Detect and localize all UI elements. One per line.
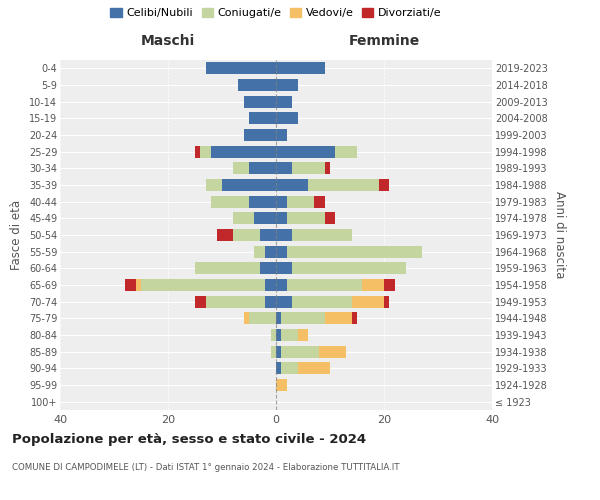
Bar <box>287 279 362 291</box>
Text: COMUNE DI CAMPODIMELE (LT) - Dati ISTAT 1° gennaio 2024 - Elaborazione TUTTITALI: COMUNE DI CAMPODIMELE (LT) - Dati ISTAT … <box>12 462 400 471</box>
Bar <box>276 329 281 341</box>
Bar <box>195 146 200 158</box>
Bar <box>276 179 308 191</box>
Bar <box>292 229 352 241</box>
Bar <box>200 146 211 158</box>
Bar <box>265 246 276 258</box>
Bar <box>244 312 249 324</box>
Bar <box>276 112 298 124</box>
Bar <box>352 312 357 324</box>
Bar <box>260 262 276 274</box>
Bar <box>287 196 314 207</box>
Bar <box>249 312 276 324</box>
Bar <box>265 296 276 308</box>
Legend: Celibi/Nubili, Coniugati/e, Vedovi/e, Divorziati/e: Celibi/Nubili, Coniugati/e, Vedovi/e, Di… <box>108 6 444 20</box>
Bar <box>254 246 265 258</box>
Bar <box>276 296 292 308</box>
Bar <box>276 312 281 324</box>
Bar <box>125 279 136 291</box>
Text: Femmine: Femmine <box>349 34 419 48</box>
Bar <box>281 312 325 324</box>
Bar <box>233 162 249 174</box>
Bar <box>276 146 335 158</box>
Bar <box>222 179 276 191</box>
Bar <box>276 262 292 274</box>
Text: Maschi: Maschi <box>141 34 195 48</box>
Bar <box>217 229 233 241</box>
Bar <box>281 346 319 358</box>
Bar <box>276 362 281 374</box>
Bar <box>233 212 254 224</box>
Bar <box>308 179 379 191</box>
Bar <box>249 196 276 207</box>
Bar <box>325 312 352 324</box>
Bar <box>254 212 276 224</box>
Bar <box>136 279 141 291</box>
Bar <box>298 362 330 374</box>
Bar <box>319 346 346 358</box>
Bar <box>211 146 276 158</box>
Bar <box>244 96 276 108</box>
Bar <box>211 196 249 207</box>
Bar <box>276 212 287 224</box>
Bar <box>276 79 298 91</box>
Bar <box>292 162 325 174</box>
Bar <box>298 329 308 341</box>
Bar <box>238 79 276 91</box>
Bar <box>292 262 406 274</box>
Bar <box>276 229 292 241</box>
Bar <box>384 279 395 291</box>
Bar <box>249 162 276 174</box>
Bar <box>276 162 292 174</box>
Bar <box>260 229 276 241</box>
Bar <box>276 129 287 141</box>
Y-axis label: Anni di nascita: Anni di nascita <box>553 192 566 278</box>
Bar <box>276 279 287 291</box>
Bar <box>206 296 265 308</box>
Bar <box>276 96 292 108</box>
Bar <box>206 179 222 191</box>
Bar <box>362 279 384 291</box>
Bar <box>287 212 325 224</box>
Y-axis label: Fasce di età: Fasce di età <box>10 200 23 270</box>
Bar <box>276 62 325 74</box>
Bar <box>352 296 384 308</box>
Bar <box>276 379 287 391</box>
Bar <box>379 179 389 191</box>
Bar <box>276 246 287 258</box>
Bar <box>325 212 335 224</box>
Bar <box>335 146 357 158</box>
Bar <box>141 279 265 291</box>
Bar <box>249 112 276 124</box>
Bar <box>281 329 298 341</box>
Bar <box>287 246 422 258</box>
Bar <box>265 279 276 291</box>
Bar <box>233 229 260 241</box>
Bar <box>195 296 206 308</box>
Bar <box>276 196 287 207</box>
Bar <box>276 346 281 358</box>
Bar <box>244 129 276 141</box>
Bar <box>206 62 276 74</box>
Text: Popolazione per età, sesso e stato civile - 2024: Popolazione per età, sesso e stato civil… <box>12 432 366 446</box>
Bar <box>281 362 298 374</box>
Bar <box>314 196 325 207</box>
Bar <box>271 329 276 341</box>
Bar <box>384 296 389 308</box>
Bar <box>292 296 352 308</box>
Bar <box>195 262 260 274</box>
Bar <box>271 346 276 358</box>
Bar <box>325 162 330 174</box>
